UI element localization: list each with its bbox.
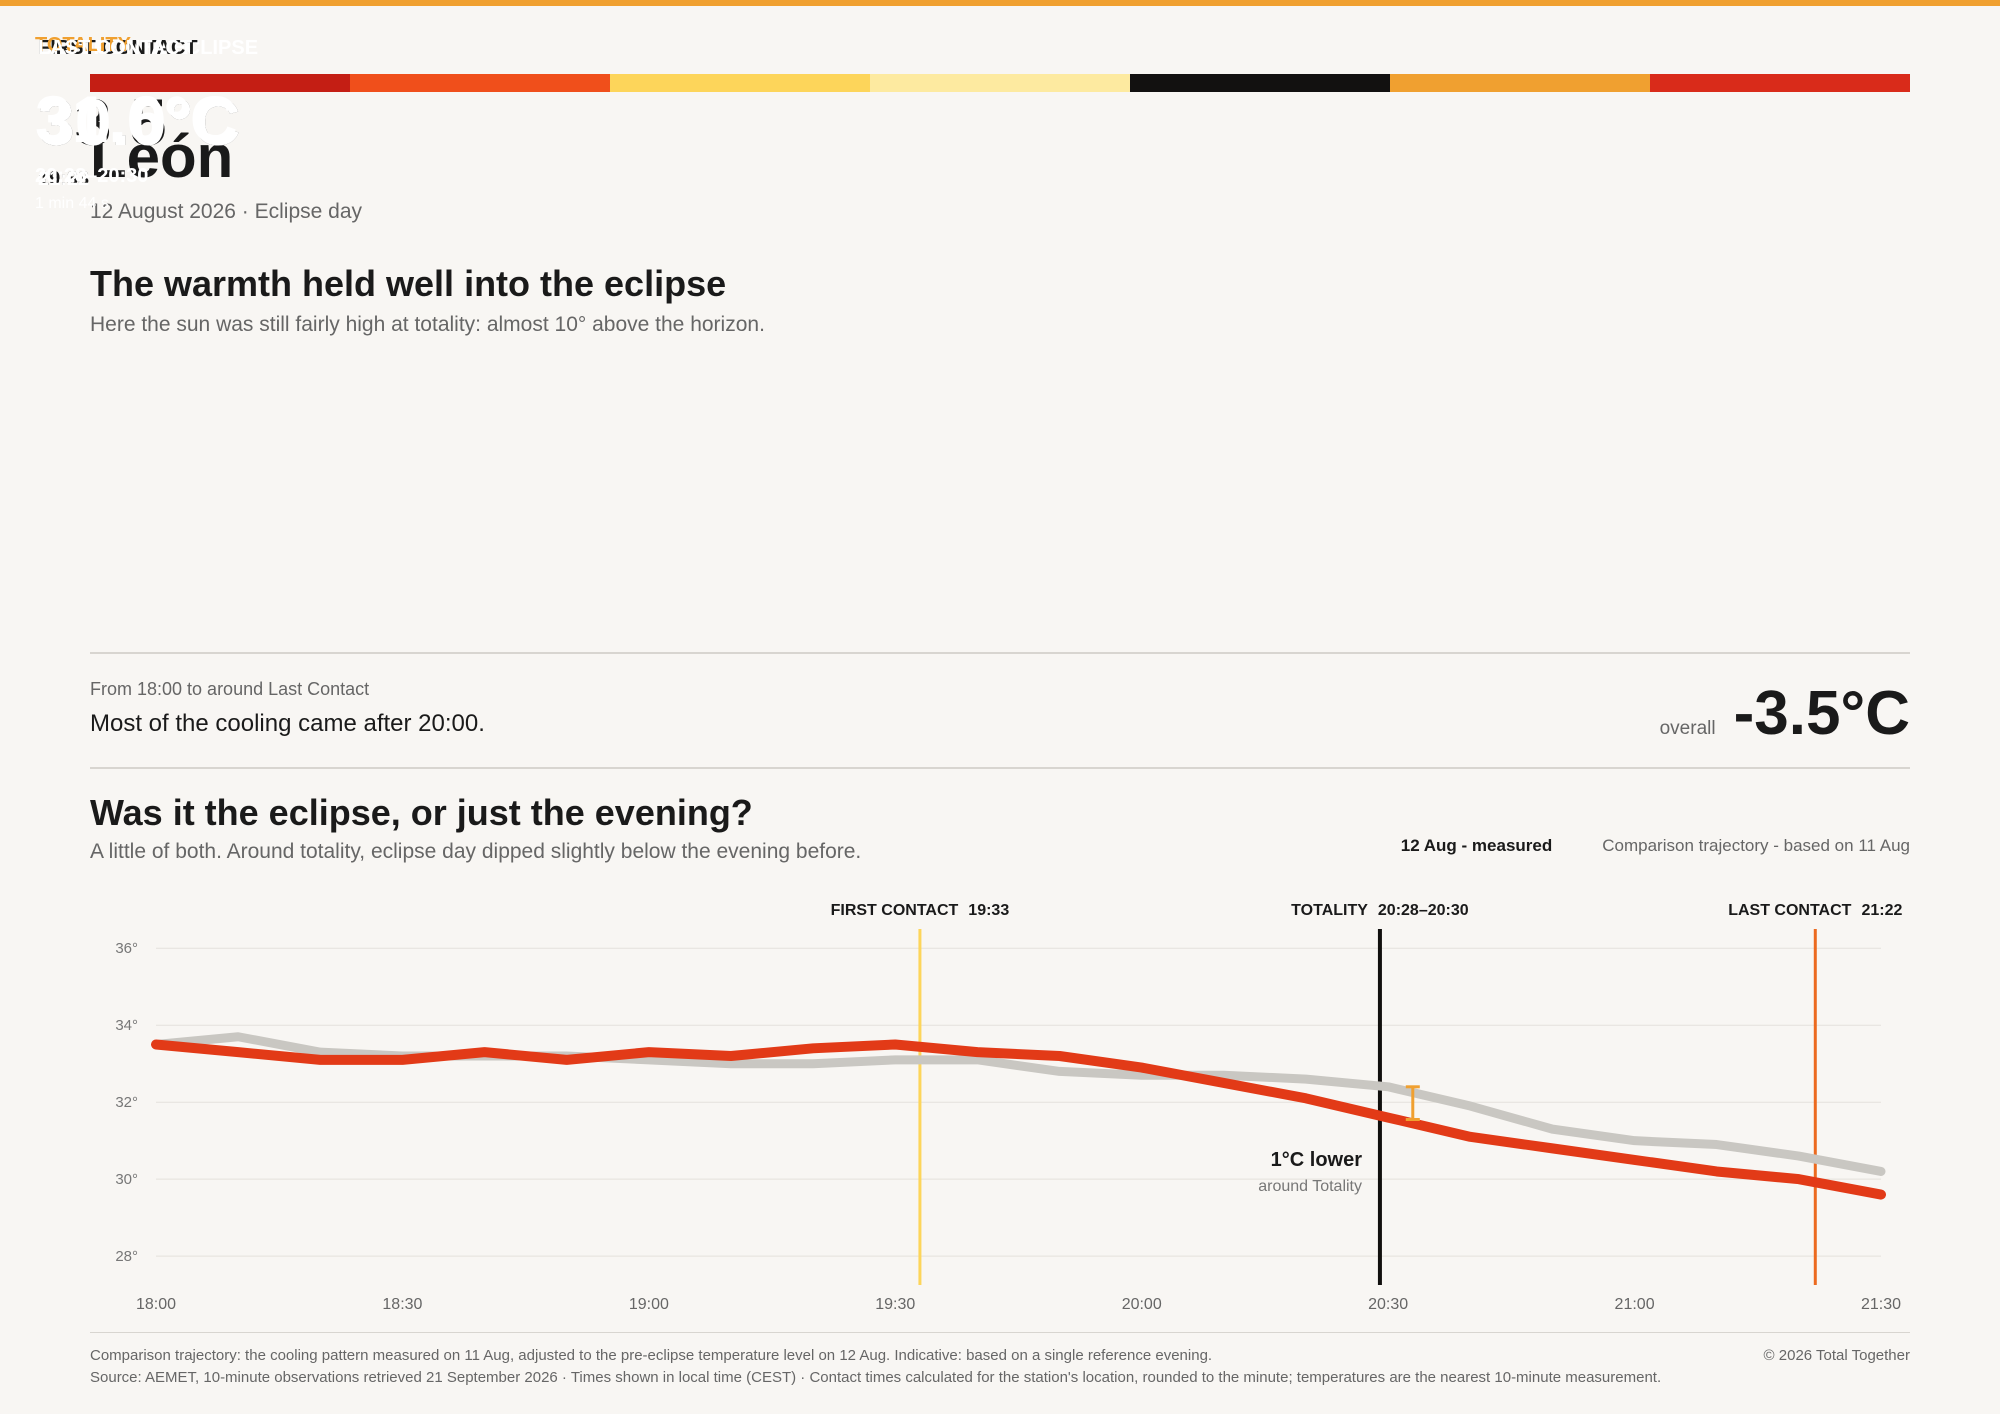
overall-value: -3.5°C <box>1733 679 1910 748</box>
page-title: León <box>90 123 234 190</box>
summary-caption: From 18:00 to around Last Contact <box>90 679 370 699</box>
x-tick-label: 21:30 <box>1861 1296 1901 1313</box>
copyright: © 2026 Total Together <box>1763 1347 1910 1364</box>
card-label: FIRST CONTACT <box>38 37 198 59</box>
overall: overall -3.5°C <box>1660 678 1910 749</box>
marker-label: TOTALITY 20:28–20:30 <box>1291 902 1469 919</box>
legend-item: Comparison trajectory - based on 11 Aug <box>1602 836 1910 856</box>
marker-label: LAST CONTACT 21:22 <box>1728 902 1902 919</box>
marker-label: FIRST CONTACT 19:33 <box>831 902 1010 919</box>
y-tick-label: 34° <box>115 1017 138 1034</box>
x-tick-label: 19:00 <box>629 1296 669 1313</box>
cards: BEFORE THE ECLIPSE 33.5°C 18:00 FIRST CONTA… <box>0 0 2000 212</box>
legend: 12 Aug - measured Comparison trajectory -… <box>1401 836 1910 856</box>
annotation-text: 1°C lower <box>1271 1149 1363 1171</box>
card-label: LAST CONTACT <box>38 37 193 59</box>
y-tick-label: 30° <box>115 1171 138 1188</box>
x-tick-label: 20:00 <box>1122 1296 1162 1313</box>
card-value: 31.6°C <box>35 82 238 156</box>
x-tick-label: 18:00 <box>136 1296 176 1313</box>
y-tick-label: 32° <box>115 1094 138 1111</box>
footnote: Source: AEMET, 10-minute observations re… <box>90 1369 1662 1386</box>
y-tick-label: 36° <box>115 940 138 957</box>
card-value: 33.5°C <box>38 85 241 159</box>
card-time: 21:22 <box>38 168 90 190</box>
chart-subtitle: A little of both. Around totality, eclip… <box>90 840 862 863</box>
x-tick-label: 20:30 <box>1368 1296 1408 1313</box>
card-time: 18:00 <box>38 168 90 190</box>
marker-time: 19:33 <box>968 902 1009 919</box>
section-text: Here the sun was still fairly high at to… <box>90 313 765 336</box>
card-value: 30.0°C <box>38 85 241 159</box>
annotation-subtext: around Totality <box>1258 1178 1362 1195</box>
section-heading: The warmth held well into the eclipse <box>90 263 727 304</box>
marker-name: TOTALITY <box>1291 902 1368 919</box>
x-tick-label: 19:30 <box>875 1296 915 1313</box>
marker-time: 20:28–20:30 <box>1378 902 1469 919</box>
stat-card: TOTALITY 31.6°C 20:28–20:30 1 min 44 s <box>0 0 2000 212</box>
legend-label: 12 Aug - measured <box>1400 836 1553 855</box>
annotation-bracket <box>1405 1085 1420 1122</box>
legend-item: 12 Aug - measured <box>1401 836 1552 856</box>
footnote: Comparison trajectory: the cooling patte… <box>90 1347 1213 1364</box>
divider <box>90 652 1910 654</box>
page-subtitle: 12 August 2026 · Eclipse day <box>90 200 363 223</box>
legend-label: Comparison trajectory - based on 11 Aug <box>1602 836 1910 855</box>
card-note: 1 min 44 s <box>35 195 109 212</box>
divider <box>90 1332 1910 1333</box>
color-band <box>90 74 1910 92</box>
card-label: TOTALITY <box>35 34 131 56</box>
series-line <box>151 1039 1886 1200</box>
overall-label: overall <box>1659 718 1716 739</box>
y-tick-label: 28° <box>115 1248 138 1265</box>
card-time: 20:28–20:30 <box>35 165 149 187</box>
card-time: 19:33 <box>38 168 90 190</box>
summary-text: Most of the cooling came after 20:00. <box>90 710 485 737</box>
card-label: BEFORE THE ECLIPSE <box>38 37 259 59</box>
card-value: 33.5°C <box>38 85 241 159</box>
marker-name: LAST CONTACT <box>1728 902 1851 919</box>
marker-name: FIRST CONTACT <box>831 902 959 919</box>
divider <box>90 767 1910 769</box>
x-tick-label: 21:00 <box>1615 1296 1655 1313</box>
chart-title: Was it the eclipse, or just the evening? <box>90 792 753 833</box>
marker-time: 21:22 <box>1861 902 1902 919</box>
x-tick-label: 18:30 <box>382 1296 422 1313</box>
